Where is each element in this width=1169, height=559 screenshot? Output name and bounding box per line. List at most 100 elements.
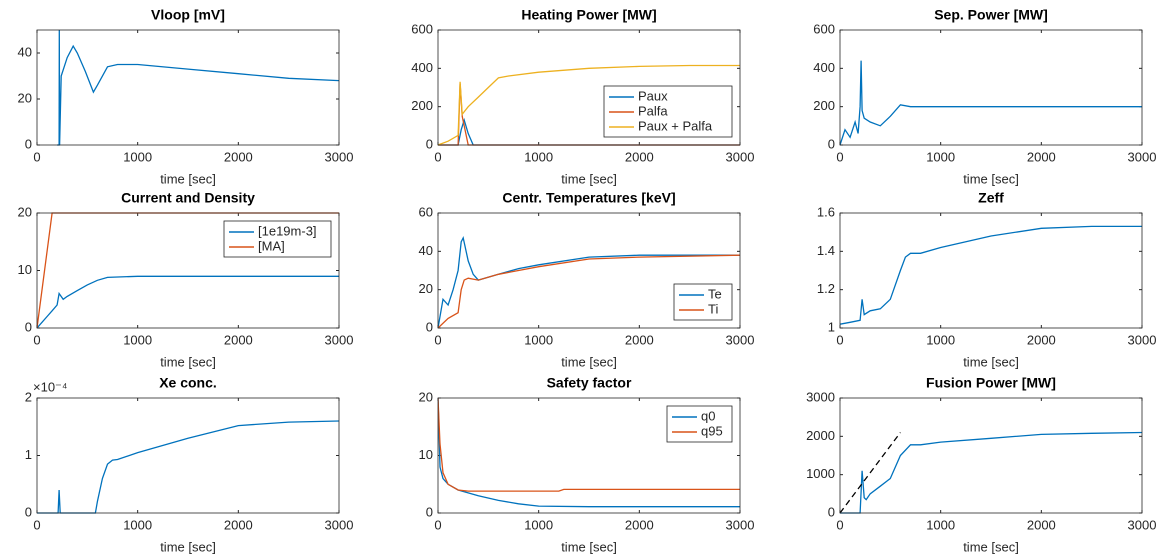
x-tick-label: 2000 <box>224 149 253 164</box>
x-tick-label: 3000 <box>1128 332 1157 347</box>
plot-area <box>840 398 1142 513</box>
x-tick-label: 1000 <box>123 517 152 532</box>
x-axis-label: time [sec] <box>160 354 216 369</box>
y-tick-label: 0 <box>426 319 433 334</box>
series-line <box>840 60 1142 146</box>
x-tick-label: 1000 <box>926 149 955 164</box>
x-tick-label: 3000 <box>325 332 354 347</box>
x-tick-label: 0 <box>434 517 441 532</box>
y-tick-label: 1000 <box>806 466 835 481</box>
x-tick-label: 1000 <box>123 332 152 347</box>
legend-label: [1e19m-3] <box>258 223 317 238</box>
y-tick-label: 1.6 <box>817 204 835 219</box>
series-line <box>840 431 1142 514</box>
legend-label: q95 <box>701 423 723 438</box>
y-tick-label: 40 <box>18 44 32 59</box>
y-tick-label: 1.4 <box>817 243 835 258</box>
y-tick-label: 20 <box>419 281 433 296</box>
series-line <box>37 420 339 514</box>
chart-title: Heating Power [MW] <box>521 7 656 23</box>
legend-box <box>223 220 332 258</box>
series-line <box>438 235 740 329</box>
y-tick-label: 1.2 <box>817 281 835 296</box>
chart-title: Fusion Power [MW] <box>926 375 1056 391</box>
legend-label: Te <box>708 286 722 301</box>
plot-area <box>840 213 1142 328</box>
chart-title: Centr. Temperatures [keV] <box>502 190 675 206</box>
x-tick-label: 2000 <box>1027 332 1056 347</box>
chart-title: Zeff <box>978 190 1004 206</box>
legend-label: Paux + Palfa <box>638 118 713 133</box>
x-tick-label: 0 <box>434 332 441 347</box>
x-tick-label: 1000 <box>524 149 553 164</box>
reference-line <box>839 432 901 514</box>
x-tick-label: 3000 <box>726 332 755 347</box>
y-tick-label: 600 <box>411 21 433 36</box>
y-tick-label: 0 <box>426 136 433 151</box>
x-tick-label: 1000 <box>926 517 955 532</box>
y-tick-label: 2 <box>25 389 32 404</box>
axes-box <box>839 397 1143 514</box>
x-tick-label: 2000 <box>625 332 654 347</box>
y-tick-label: 1 <box>25 447 32 462</box>
y-tick-label: 20 <box>18 90 32 105</box>
y-tick-label: 600 <box>813 21 835 36</box>
x-tick-label: 1000 <box>926 332 955 347</box>
axes-box <box>36 212 340 329</box>
axes-box <box>36 29 340 146</box>
y-tick-label: 10 <box>18 262 32 277</box>
y-tick-label: 0 <box>25 319 32 334</box>
series-line <box>438 397 740 492</box>
x-axis-label: time [sec] <box>561 539 617 554</box>
y-tick-label: 0 <box>828 504 835 519</box>
y-tick-label: 0 <box>426 504 433 519</box>
x-axis-label: time [sec] <box>561 171 617 186</box>
axes-box <box>437 29 741 146</box>
x-tick-label: 3000 <box>1128 149 1157 164</box>
series-line <box>438 64 740 146</box>
y-tick-label: 0 <box>828 136 835 151</box>
y-tick-label: 400 <box>411 60 433 75</box>
x-axis-label: time [sec] <box>561 354 617 369</box>
y-tick-label: 40 <box>419 243 433 258</box>
x-tick-label: 1000 <box>524 332 553 347</box>
axes-box <box>839 29 1143 146</box>
plot-area <box>37 30 339 145</box>
y-tick-label: 2000 <box>806 428 835 443</box>
axes-box <box>839 212 1143 329</box>
series-line <box>438 397 740 508</box>
axes-box <box>437 212 741 329</box>
legend-box <box>666 405 733 443</box>
x-tick-label: 0 <box>33 149 40 164</box>
x-tick-label: 3000 <box>726 149 755 164</box>
plot-area <box>840 30 1142 145</box>
y-tick-label: 3000 <box>806 389 835 404</box>
x-tick-label: 2000 <box>1027 149 1056 164</box>
x-axis-label: time [sec] <box>963 539 1019 554</box>
x-tick-label: 2000 <box>625 149 654 164</box>
y-tick-label: 200 <box>411 98 433 113</box>
y-tick-label: 1 <box>828 319 835 334</box>
x-axis-label: time [sec] <box>160 539 216 554</box>
x-tick-label: 2000 <box>224 517 253 532</box>
legend-label: Paux <box>638 88 668 103</box>
series-line <box>438 254 740 329</box>
x-tick-label: 3000 <box>325 149 354 164</box>
x-tick-label: 0 <box>836 149 843 164</box>
series-line <box>37 275 339 329</box>
chart-title: Sep. Power [MW] <box>934 7 1048 23</box>
legend-box <box>673 283 733 321</box>
y-tick-label: 0 <box>25 504 32 519</box>
legend-label: Ti <box>708 301 718 316</box>
series-line <box>57 29 339 146</box>
x-tick-label: 3000 <box>1128 517 1157 532</box>
legend-label: q0 <box>701 408 715 423</box>
x-tick-label: 0 <box>33 517 40 532</box>
x-tick-label: 3000 <box>325 517 354 532</box>
x-axis-label: time [sec] <box>160 171 216 186</box>
x-tick-label: 0 <box>836 332 843 347</box>
plot-area <box>37 398 339 513</box>
x-axis-label: time [sec] <box>963 354 1019 369</box>
